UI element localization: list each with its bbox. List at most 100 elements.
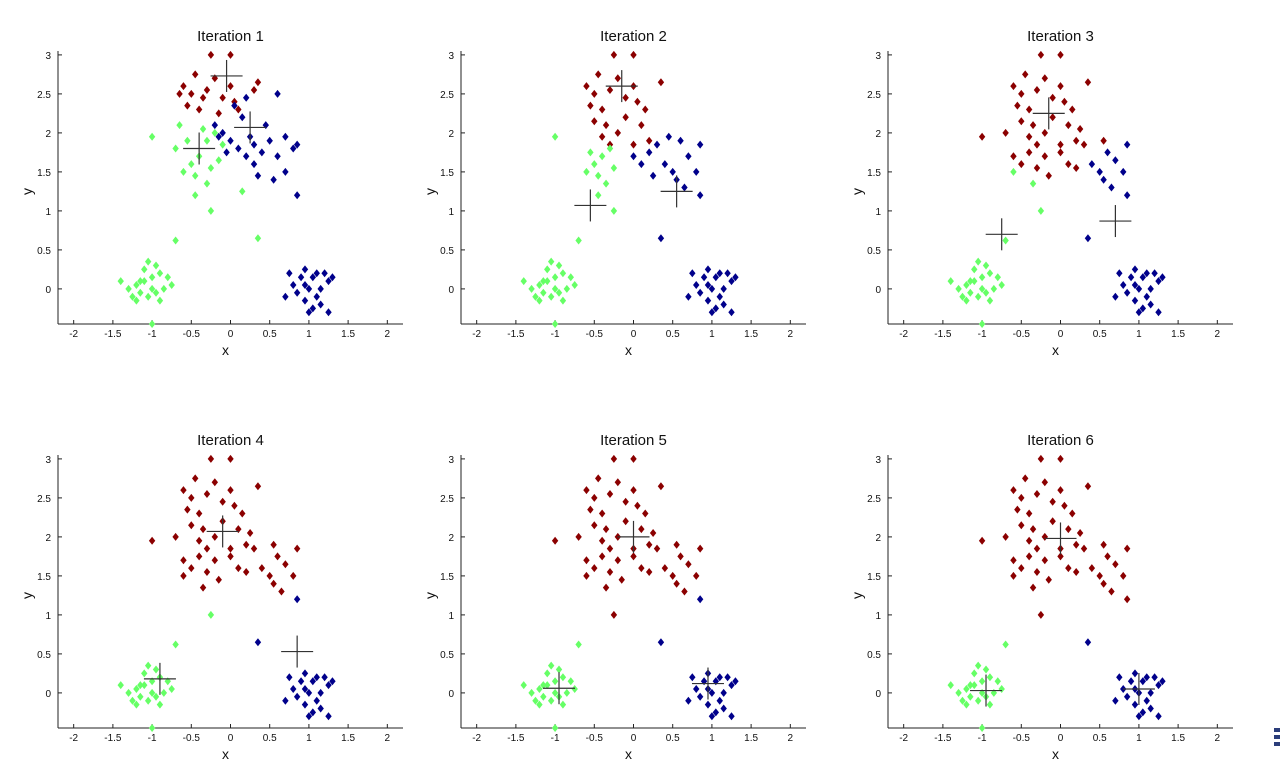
centroid-marker (1032, 97, 1065, 130)
data-point-cluster-2 (732, 273, 739, 282)
x-tick-label: 2 (385, 329, 391, 340)
data-point-cluster-3 (967, 692, 974, 701)
data-point-cluster-3 (156, 296, 164, 305)
x-tick-label: 0.5 (666, 733, 680, 744)
data-point-cluster-2 (1143, 292, 1150, 301)
data-point-cluster-1 (587, 505, 594, 514)
data-point-cluster-2 (696, 140, 704, 149)
data-point-cluster-2 (732, 677, 739, 686)
x-tick-label: -1.5 (104, 329, 122, 340)
data-point-cluster-2 (1084, 638, 1092, 647)
data-point-cluster-3 (203, 136, 211, 145)
centroid-marker (1099, 205, 1132, 238)
data-point-cluster-1 (1080, 140, 1088, 149)
data-point-cluster-1 (598, 132, 606, 141)
data-point-cluster-2 (720, 300, 727, 309)
data-point-cluster-2 (1088, 160, 1096, 169)
data-point-cluster-2 (1131, 669, 1139, 678)
data-point-cluster-3 (963, 281, 970, 289)
data-point-cluster-1 (203, 568, 211, 576)
data-point-cluster-1 (1033, 164, 1041, 172)
data-point-cluster-3 (598, 152, 606, 161)
data-point-cluster-1 (657, 78, 665, 87)
x-tick-label: -2 (69, 733, 78, 744)
y-tick-label: 0.5 (440, 246, 454, 257)
data-point-cluster-3 (254, 234, 262, 243)
centroid-marker (970, 674, 1003, 707)
data-point-cluster-3 (1037, 206, 1045, 215)
data-point-cluster-1 (1096, 571, 1103, 580)
data-point-cluster-2 (1096, 167, 1103, 176)
data-point-cluster-2 (1123, 288, 1131, 297)
y-tick-label: 0 (448, 689, 454, 700)
data-point-cluster-3 (141, 681, 148, 690)
data-point-cluster-3 (947, 681, 954, 690)
y-axis-label: y (849, 592, 865, 599)
data-point-cluster-2 (728, 277, 735, 286)
data-point-cluster-1 (1108, 587, 1115, 596)
data-point-cluster-3 (172, 236, 179, 245)
data-point-cluster-3 (528, 284, 535, 293)
y-tick-label: 0.5 (867, 246, 881, 257)
data-point-cluster-2 (1147, 704, 1154, 713)
x-tick-label: 0.5 (1093, 733, 1107, 744)
data-point-cluster-1 (1080, 544, 1088, 553)
y-tick-label: 2.5 (867, 494, 881, 505)
chart-panel-1: -2 -1.5 -1 -0.5 0 0.5 1 1.5 2 0 0.5 1 1.5 2 2.5 3 Iterat… (19, 28, 403, 358)
data-point-cluster-3 (947, 277, 954, 286)
data-point-cluster-2 (290, 144, 297, 153)
data-point-cluster-2 (293, 288, 301, 297)
data-point-cluster-3 (547, 696, 555, 705)
data-point-cluster-1 (211, 556, 219, 565)
y-tick-label: 0.5 (37, 650, 51, 661)
data-point-cluster-2 (1131, 281, 1139, 289)
centroid-marker (617, 520, 650, 553)
data-point-cluster-1 (610, 454, 618, 463)
data-point-cluster-2 (1139, 677, 1147, 686)
y-tick-label: 1.5 (867, 168, 881, 179)
data-point-cluster-2 (693, 281, 700, 289)
data-point-cluster-1 (239, 509, 246, 518)
data-point-cluster-2 (704, 700, 712, 709)
data-point-cluster-3 (990, 284, 998, 293)
data-point-cluster-3 (547, 661, 555, 670)
data-point-cluster-1 (598, 552, 606, 561)
data-point-cluster-3 (152, 288, 160, 297)
data-point-cluster-2 (293, 140, 301, 149)
data-point-cluster-1 (219, 93, 226, 102)
data-point-cluster-3 (959, 696, 966, 705)
data-point-cluster-2 (282, 132, 289, 141)
data-point-cluster-2 (254, 638, 262, 647)
data-point-cluster-3 (547, 257, 555, 266)
data-point-cluster-3 (207, 610, 215, 619)
x-tick-label: 2 (1215, 329, 1221, 340)
data-point-cluster-2 (1084, 234, 1092, 243)
data-point-cluster-1 (1010, 486, 1017, 495)
data-point-cluster-1 (1002, 532, 1009, 541)
y-tick-label: 1 (875, 207, 881, 218)
data-point-cluster-1 (1022, 70, 1029, 79)
data-point-cluster-1 (1025, 536, 1033, 545)
data-point-cluster-2 (290, 685, 297, 693)
data-point-cluster-1 (235, 105, 242, 114)
data-point-cluster-2 (239, 113, 246, 122)
data-point-cluster-1 (1018, 493, 1025, 502)
data-point-cluster-3 (1002, 640, 1009, 649)
x-tick-label: -0.5 (586, 733, 604, 744)
data-point-cluster-2 (258, 148, 266, 157)
data-point-cluster-1 (1041, 556, 1049, 565)
data-point-cluster-1 (195, 536, 203, 545)
data-point-cluster-3 (551, 688, 559, 697)
data-point-cluster-1 (1100, 540, 1107, 549)
data-point-cluster-1 (669, 571, 676, 580)
data-point-cluster-3 (551, 320, 559, 328)
data-point-cluster-3 (575, 236, 582, 245)
data-point-cluster-1 (1025, 148, 1033, 157)
data-point-cluster-2 (728, 712, 735, 721)
data-point-cluster-1 (1123, 595, 1131, 604)
data-point-cluster-1 (250, 544, 258, 553)
data-point-cluster-1 (1049, 517, 1056, 526)
centroid-marker (1122, 673, 1155, 705)
data-point-cluster-3 (986, 296, 994, 305)
